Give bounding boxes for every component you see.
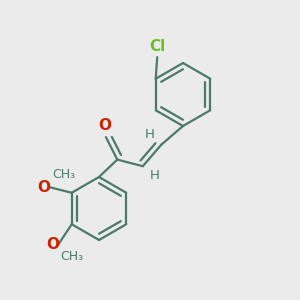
Text: H: H [149,169,159,182]
Text: H: H [145,128,155,141]
Text: CH₃: CH₃ [61,250,84,263]
Text: Cl: Cl [149,39,165,54]
Text: O: O [37,180,50,195]
Text: CH₃: CH₃ [52,168,76,181]
Text: O: O [46,237,59,252]
Text: O: O [98,118,111,134]
